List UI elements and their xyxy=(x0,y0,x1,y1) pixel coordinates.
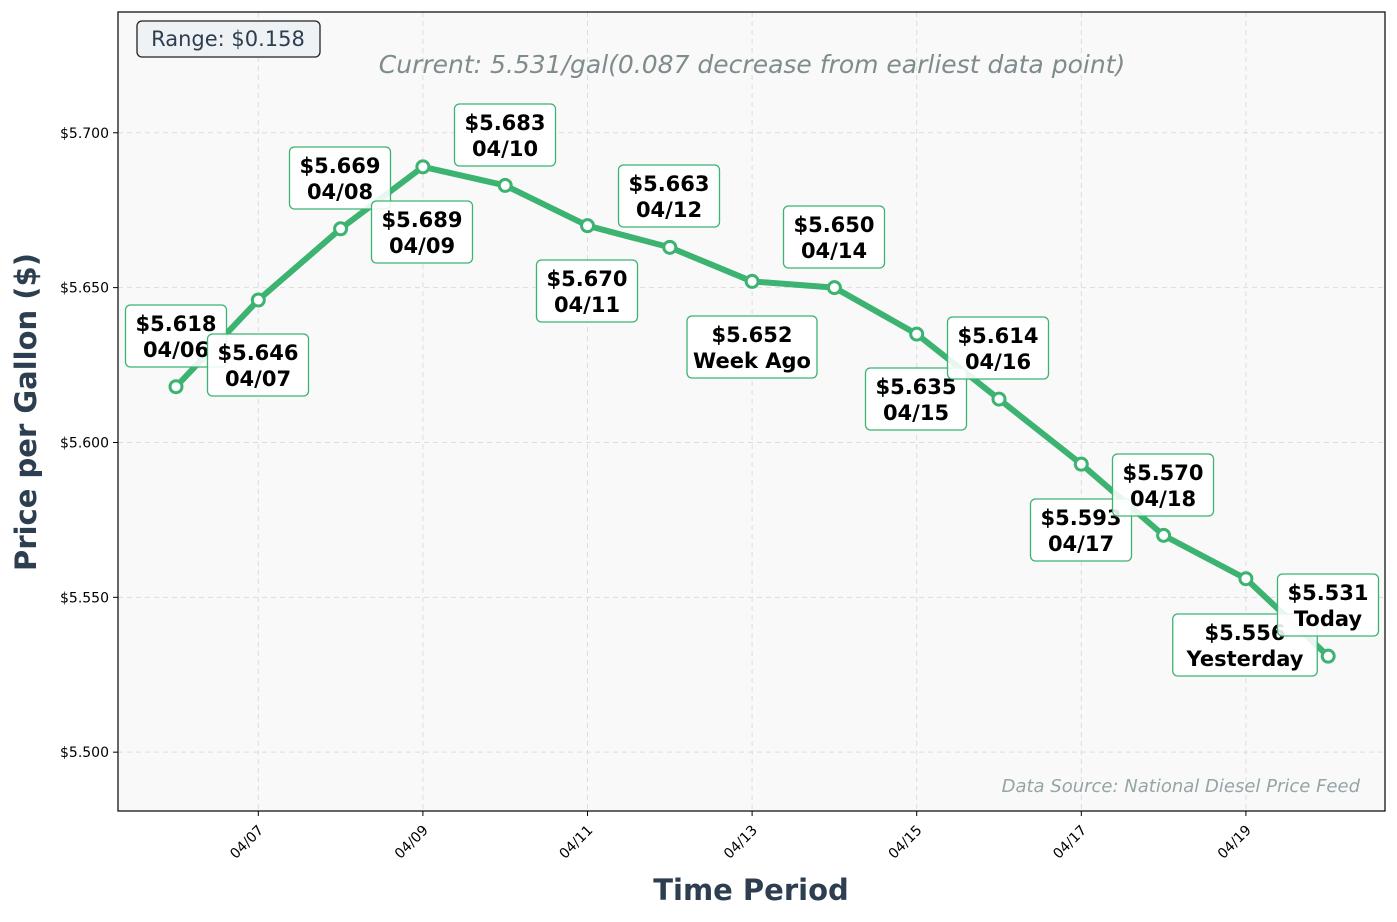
y-tick-label: $5.700 xyxy=(60,126,109,142)
y-tick-label: $5.650 xyxy=(60,281,109,297)
x-axis-label: Time Period xyxy=(653,873,849,907)
point-label-price: $5.556 xyxy=(1204,621,1285,645)
point-label-price: $5.683 xyxy=(464,111,545,135)
y-axis-label: Price per Gallon ($) xyxy=(9,253,43,571)
current-annotation: Current: 5.531/gal(0.087 decrease from e… xyxy=(379,50,1125,79)
point-label-price: $5.689 xyxy=(381,208,462,232)
point-label-price: $5.669 xyxy=(299,154,380,178)
point-label-price: $5.614 xyxy=(957,324,1038,348)
point-label-price: $5.531 xyxy=(1287,581,1368,605)
x-tick-label: 04/15 xyxy=(886,823,926,863)
point-label-date: Yesterday xyxy=(1186,647,1304,671)
point-label-box xyxy=(864,367,968,431)
x-tick-label: 04/19 xyxy=(1215,823,1255,863)
x-tick-label: 04/17 xyxy=(1050,823,1090,863)
point-label-box xyxy=(1029,498,1133,562)
x-tick-label: 04/11 xyxy=(556,823,596,863)
point-label-price: $5.593 xyxy=(1040,506,1121,530)
point-label-box xyxy=(617,164,721,228)
point-label-box xyxy=(288,146,392,210)
data-point xyxy=(1238,571,1254,587)
source-annotation: Data Source: National Diesel Price Feed xyxy=(1002,776,1361,797)
point-label-price: $5.670 xyxy=(546,267,627,291)
point-label-box xyxy=(453,103,557,167)
data-point xyxy=(168,379,184,395)
point-label-box xyxy=(1276,573,1380,637)
point-label-date: 04/08 xyxy=(307,180,373,204)
point-label-box xyxy=(206,333,310,397)
point-label-date: 04/18 xyxy=(1130,487,1196,511)
range-annotation: Range: $0.158 xyxy=(136,20,321,58)
point-label-box xyxy=(946,316,1050,380)
data-point xyxy=(333,221,349,237)
data-point xyxy=(744,273,760,289)
point-label-date: 04/14 xyxy=(801,239,867,263)
plot-frame xyxy=(117,11,1386,812)
data-point xyxy=(415,159,431,175)
point-label-price: $5.663 xyxy=(628,172,709,196)
point-label-box xyxy=(535,259,639,323)
data-point xyxy=(1073,456,1089,472)
point-label-date: 04/06 xyxy=(143,338,209,362)
range-text: Range: $0.158 xyxy=(151,27,305,51)
point-label-date: Today xyxy=(1294,607,1363,631)
point-label-price: $5.646 xyxy=(217,341,298,365)
x-tick-label: 04/07 xyxy=(227,823,267,863)
data-point xyxy=(1156,527,1172,543)
point-label-price: $5.652 xyxy=(711,323,792,347)
point-label-box xyxy=(370,200,474,264)
y-tick-label: $5.550 xyxy=(60,590,109,606)
point-label-date: 04/10 xyxy=(472,137,538,161)
data-point xyxy=(580,218,595,234)
data-point xyxy=(662,239,678,255)
point-label-box xyxy=(686,315,818,379)
point-label-price: $5.618 xyxy=(135,312,216,336)
point-label-date: 04/17 xyxy=(1048,532,1114,556)
data-point xyxy=(250,292,266,308)
data-point xyxy=(497,177,513,193)
point-label-date: 04/11 xyxy=(554,293,620,317)
point-label-price: $5.635 xyxy=(875,375,956,399)
point-label-date: 04/15 xyxy=(883,401,949,425)
point-label-date: Week Ago xyxy=(693,349,811,373)
x-tick-label: 04/13 xyxy=(721,823,761,863)
data-point xyxy=(991,391,1007,407)
point-label-price: $5.650 xyxy=(793,213,874,237)
point-label-date: 04/09 xyxy=(389,234,455,258)
point-label-box xyxy=(782,205,886,269)
x-tick-label: 04/09 xyxy=(392,823,432,863)
y-tick-label: $5.500 xyxy=(60,745,109,761)
point-label-date: 04/07 xyxy=(225,367,291,391)
data-point xyxy=(1320,648,1336,664)
y-tick-label: $5.600 xyxy=(60,435,109,451)
plot-background xyxy=(118,12,1385,811)
data-point xyxy=(909,326,925,342)
point-label-price: $5.570 xyxy=(1122,461,1203,485)
data-point xyxy=(826,280,842,296)
point-label-box xyxy=(1111,453,1215,517)
point-label-date: 04/12 xyxy=(636,198,702,222)
point-label-date: 04/16 xyxy=(965,350,1031,374)
